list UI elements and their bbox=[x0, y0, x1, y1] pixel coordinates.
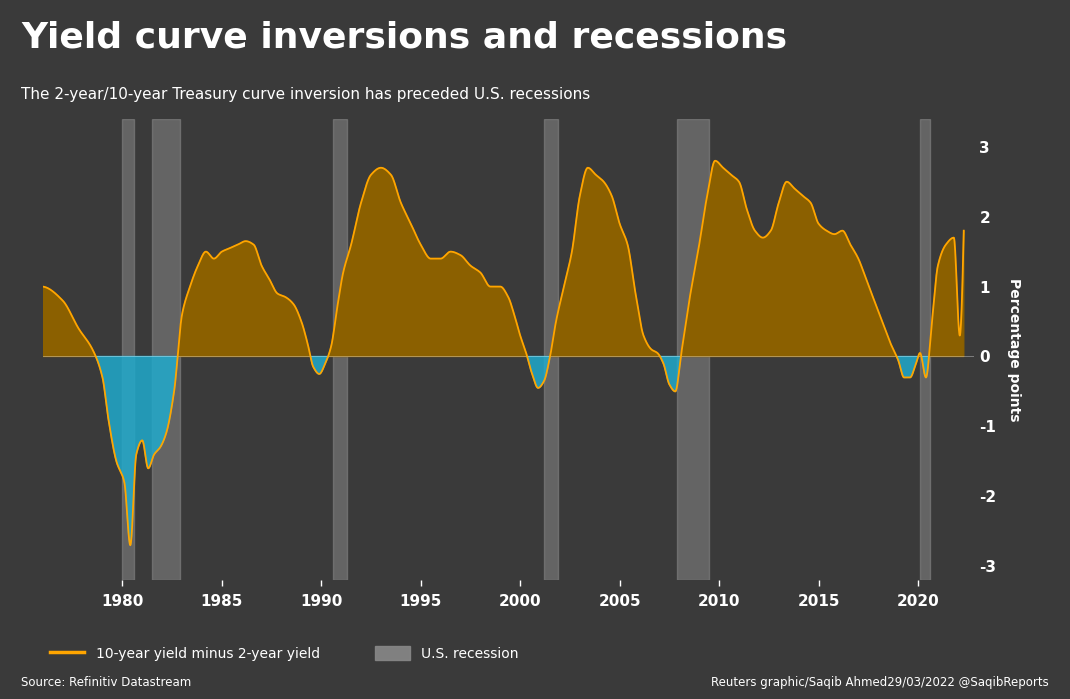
Bar bbox=[333, 119, 347, 580]
Bar bbox=[122, 119, 135, 580]
Bar bbox=[544, 119, 557, 580]
Legend: 10-year yield minus 2-year yield, U.S. recession: 10-year yield minus 2-year yield, U.S. r… bbox=[49, 646, 519, 661]
Text: The 2-year/10-year Treasury curve inversion has preceded U.S. recessions: The 2-year/10-year Treasury curve invers… bbox=[21, 87, 591, 102]
Text: Yield curve inversions and recessions: Yield curve inversions and recessions bbox=[21, 21, 788, 55]
Y-axis label: Percentage points: Percentage points bbox=[1007, 278, 1022, 421]
Text: Reuters graphic/Saqib Ahmed29/03/2022 @SaqibReports: Reuters graphic/Saqib Ahmed29/03/2022 @S… bbox=[710, 675, 1049, 689]
Text: Source: Refinitiv Datastream: Source: Refinitiv Datastream bbox=[21, 675, 192, 689]
Bar bbox=[677, 119, 709, 580]
Bar bbox=[920, 119, 930, 580]
Bar bbox=[152, 119, 180, 580]
